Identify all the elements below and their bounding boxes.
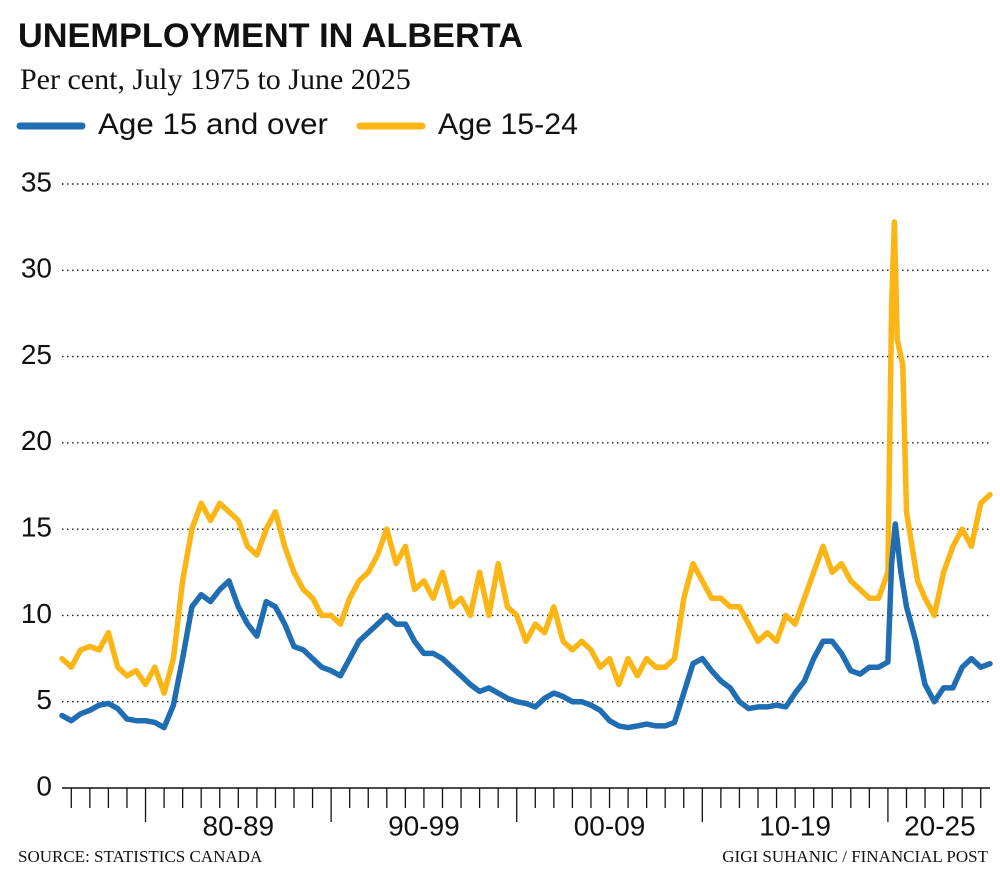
y-tick-label: 5 [36, 684, 52, 715]
x-tick-label: 80-89 [203, 810, 275, 841]
series-line [59, 219, 993, 696]
series-line [59, 521, 993, 731]
chart-subtitle: Per cent, July 1975 to June 2025 [20, 63, 411, 96]
y-tick-label: 25 [21, 339, 52, 370]
legend-label: Age 15 and over [98, 108, 328, 141]
credit: GIGI SUHANIC / FINANCIAL POST [722, 847, 988, 866]
y-tick-label: 20 [21, 425, 52, 456]
source: SOURCE: STATISTICS CANADA [18, 847, 263, 866]
y-tick-label: 0 [36, 770, 52, 801]
x-tick-label: 20-25 [904, 810, 976, 841]
y-tick-label: 15 [21, 512, 52, 543]
y-tick-label: 10 [21, 598, 52, 629]
x-tick-label: 90-99 [388, 810, 460, 841]
y-tick-label: 35 [21, 166, 52, 197]
y-tick-label: 30 [21, 253, 52, 284]
x-tick-label: 00-09 [574, 810, 646, 841]
x-tick-label: 10-19 [759, 810, 831, 841]
legend-label: Age 15-24 [438, 108, 578, 141]
chart-title: UNEMPLOYMENT IN ALBERTA [18, 17, 523, 55]
